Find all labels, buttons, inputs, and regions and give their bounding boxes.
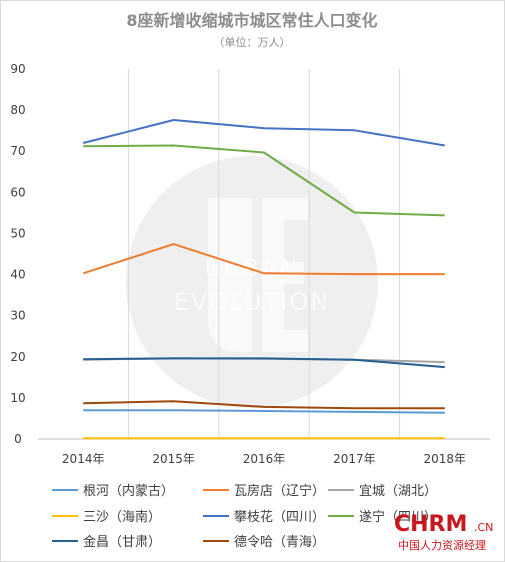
y-tick-label: 0 (14, 432, 22, 446)
y-tick-label: 60 (10, 185, 25, 199)
brand-logo: CHRM .CN 中国人力资源经理 (394, 512, 493, 552)
y-tick-label: 20 (10, 350, 25, 364)
watermark-line2: EVOLUTION (174, 288, 330, 316)
legend-label: 宜城（湖北） (359, 484, 437, 499)
y-tick-label: 80 (10, 103, 25, 117)
y-tick-label: 50 (10, 226, 25, 240)
y-tick-label: 30 (10, 309, 25, 323)
y-tick-label: 90 (10, 62, 25, 76)
x-tick-label: 2014年 (62, 452, 105, 466)
series-line (82, 119, 445, 147)
legend: 根河（内蒙古） 瓦房店（辽宁） 宜城（湖北） 三沙（海南） 攀枝花（四川） 遂宁（四川） 金… (52, 483, 437, 550)
series-line (83, 144, 445, 217)
x-tick-label: 2018年 (424, 452, 467, 466)
brand-tagline: 中国人力资源经理 (398, 538, 486, 552)
brand-domain: .CN (474, 521, 493, 534)
y-tick-label: 70 (10, 144, 25, 158)
brand-name: CHRM (394, 512, 467, 537)
y-tick-label: 40 (10, 268, 25, 282)
legend-label: 根河（内蒙古） (83, 483, 174, 499)
legend-label: 攀枝花（四川） (234, 509, 325, 525)
legend-label: 德令哈（青海） (234, 535, 325, 550)
legend-label: 金昌（甘肃） (83, 534, 161, 550)
series-line (83, 400, 445, 410)
watermark-e-shape (262, 198, 308, 352)
legend-label: 遂宁（四川） (359, 509, 437, 525)
y-tick-label: 10 (10, 391, 25, 405)
legend-label: 三沙（海南） (83, 509, 161, 525)
chart-title: 8座新增收缩城市城区常住人口变化 (126, 11, 377, 30)
series-lines (82, 119, 445, 440)
x-tick-label: 2016年 (243, 452, 286, 466)
series-line (83, 357, 445, 369)
series-line (82, 243, 445, 276)
x-tick-label: 2017年 (333, 452, 376, 466)
x-tick-label: 2015年 (152, 452, 195, 466)
series-line (83, 409, 445, 414)
chart-subtitle: （单位：万人） (214, 35, 291, 49)
legend-label: 瓦房店（辽宁） (234, 483, 325, 499)
watermark-logo: URBAN EVOLUTION (126, 156, 378, 408)
